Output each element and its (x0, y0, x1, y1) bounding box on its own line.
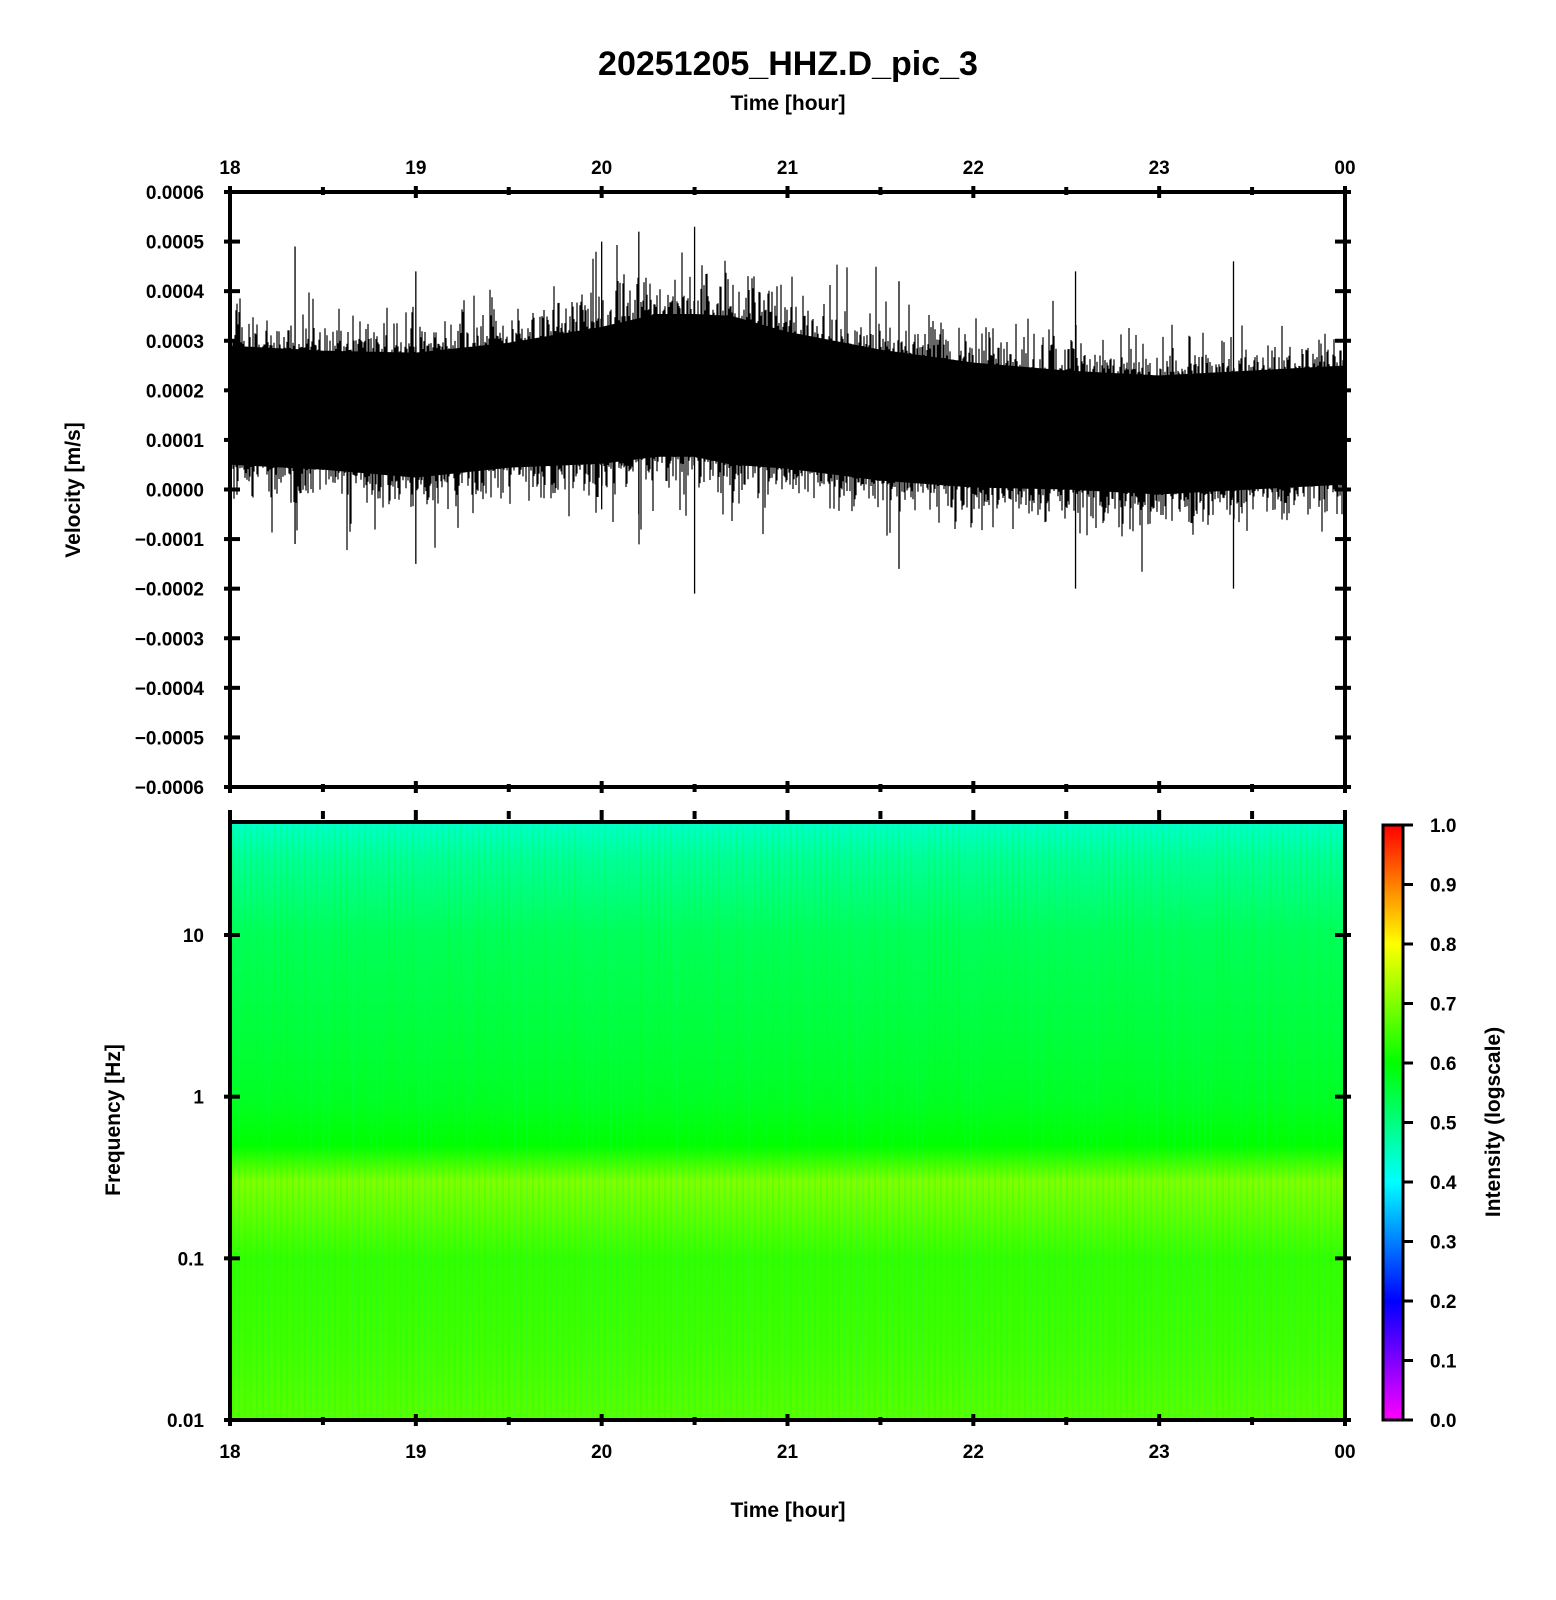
intensity-colorbar: 1.0 0.9 0.8 0.7 0.6 0.5 0.4 0.3 0.2 0.1 0.0 Intens… (1381, 816, 1505, 1432)
colorbar-label: Intensity (logscale) (1482, 1027, 1505, 1217)
freq-tick-label: 0.01 (167, 1411, 204, 1432)
spectrogram-heatmap (230, 822, 1345, 1420)
x-tick-label: 22 (963, 158, 984, 179)
x-tick-label: 23 (1149, 158, 1170, 179)
x-tick-label: 18 (219, 158, 240, 179)
y-tick-label: 0.0003 (146, 332, 204, 353)
x-tick-label: 18 (219, 1442, 240, 1463)
velocity-trace-core (230, 314, 1345, 495)
x-tick-label: 20 (591, 1442, 612, 1463)
colorbar-tick-label: 0.0 (1430, 1411, 1456, 1432)
spectrogram-axes: 18 19 20 21 22 23 00 10 1 0.1 0.01 (167, 810, 1356, 1463)
y-tick-label: 0.0004 (146, 282, 205, 303)
y-tick-label: −0.0002 (135, 580, 204, 601)
velocity-axis-label: Velocity [m/s] (62, 422, 85, 557)
chart-title: 20251205_HHZ.D_pic_3 (598, 45, 978, 83)
y-tick-label: 0.0002 (146, 381, 204, 402)
y-tick-label: −0.0006 (135, 778, 204, 799)
y-tick-label: 0.0006 (146, 183, 204, 204)
y-tick-label: 0.0005 (146, 233, 205, 254)
top-x-axis-label: Time [hour] (730, 92, 845, 115)
y-tick-label: −0.0004 (135, 679, 205, 700)
x-tick-label: 20 (591, 158, 612, 179)
y-tick-label: −0.0001 (135, 530, 205, 551)
colorbar-tick-label: 0.2 (1430, 1292, 1456, 1313)
freq-tick-label: 10 (183, 926, 204, 947)
colorbar-tick-label: 0.5 (1430, 1114, 1457, 1135)
colorbar-tick-label: 0.6 (1430, 1054, 1456, 1075)
colorbar-tick-label: 0.7 (1430, 995, 1456, 1016)
y-tick-label: −0.0003 (135, 629, 204, 650)
freq-tick-label: 0.1 (178, 1249, 205, 1270)
x-tick-label: 19 (405, 158, 426, 179)
freq-tick-label: 1 (193, 1088, 204, 1109)
waveform-axes: 18 19 20 21 22 23 00 0.0006 0.0005 0.0004 0.0003 0.… (135, 158, 1356, 799)
waveform-panel: 18 19 20 21 22 23 00 0.0006 0.0005 0.0004 0.0003 0.… (62, 158, 1356, 799)
x-tick-label: 21 (777, 1442, 799, 1463)
y-tick-label: 0.0000 (146, 481, 204, 502)
colorbar-ticks: 1.0 0.9 0.8 0.7 0.6 0.5 0.4 0.3 0.2 0.1 0.0 (1403, 816, 1457, 1432)
bottom-x-axis-label: Time [hour] (730, 1499, 845, 1522)
frequency-axis-label: Frequency [Hz] (102, 1044, 125, 1196)
x-tick-label: 00 (1334, 1442, 1355, 1463)
x-tick-label: 21 (777, 158, 799, 179)
x-tick-label: 19 (405, 1442, 426, 1463)
colorbar-tick-label: 0.4 (1430, 1173, 1457, 1194)
y-tick-label: −0.0005 (135, 728, 205, 749)
y-tick-label: 0.0001 (146, 431, 205, 452)
colorbar-tick-label: 1.0 (1430, 816, 1456, 837)
x-tick-label: 23 (1149, 1442, 1170, 1463)
colorbar-tick-label: 0.8 (1430, 935, 1456, 956)
colorbar-gradient (1381, 823, 1405, 1422)
colorbar-tick-label: 0.3 (1430, 1233, 1456, 1254)
spectrogram-texture (232, 826, 1338, 1420)
x-tick-label: 00 (1334, 158, 1355, 179)
colorbar-tick-label: 0.1 (1430, 1352, 1457, 1373)
velocity-trace (230, 226, 1345, 594)
x-tick-label: 22 (963, 1442, 984, 1463)
colorbar-tick-label: 0.9 (1430, 876, 1456, 897)
